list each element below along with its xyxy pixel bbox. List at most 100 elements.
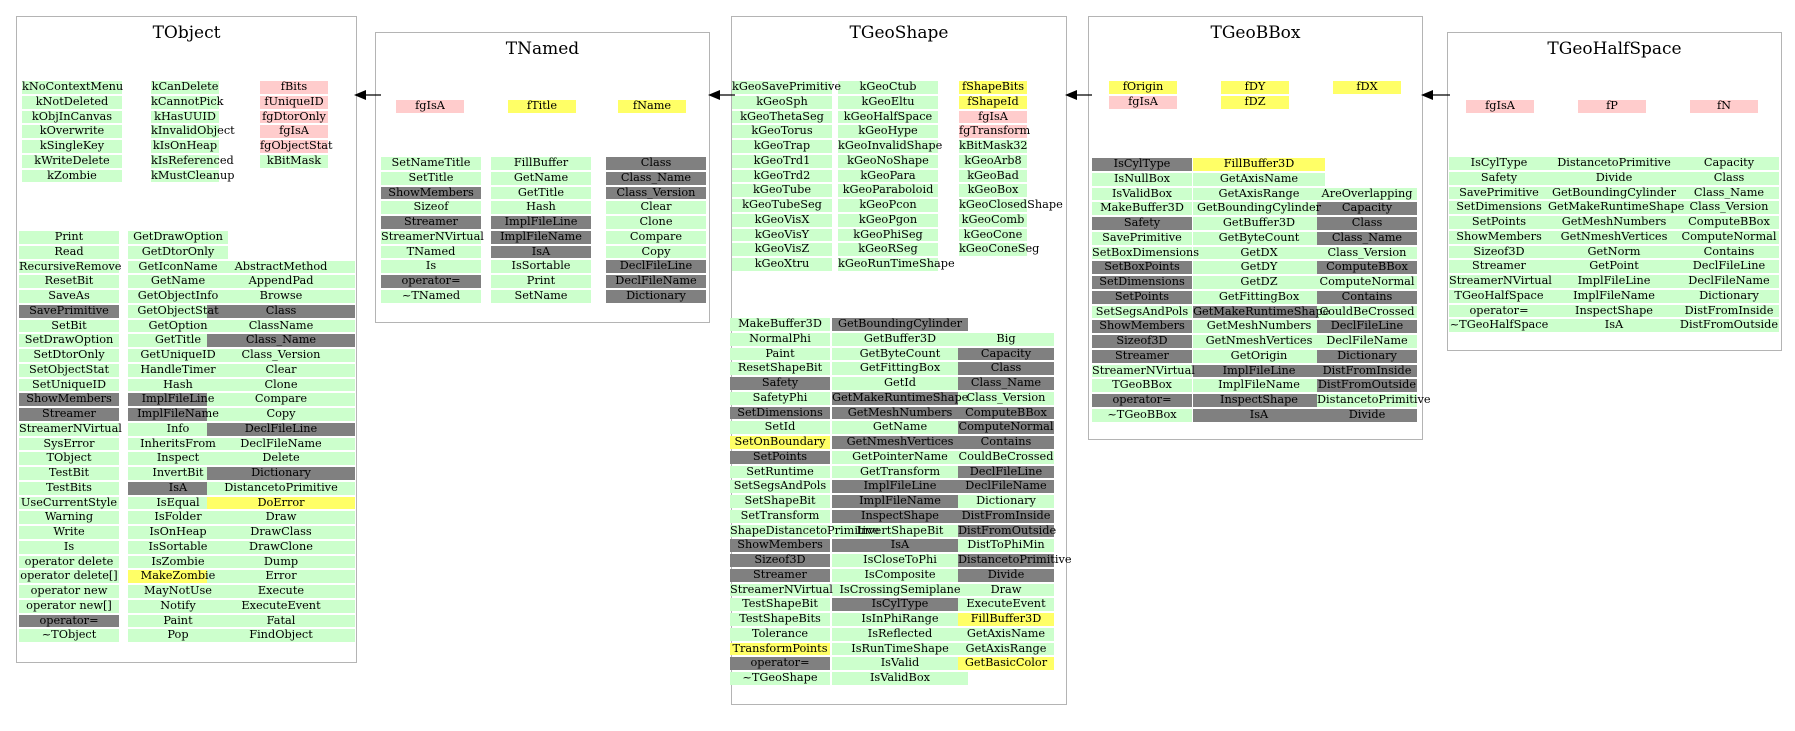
member-item: kGeoVisY — [732, 228, 832, 243]
member-column: kGeoCtub kGeoEltu kGeoHalfSpace kGeoHype kGe… — [838, 80, 955, 272]
member-item: kSingleKey — [22, 139, 122, 154]
member-background — [19, 526, 119, 539]
member-background — [606, 289, 706, 303]
member-background — [1193, 261, 1325, 274]
member-item: SetRuntime — [730, 465, 830, 480]
member-label: SavePrimitive — [29, 303, 109, 317]
member-label: ImplFileName — [1218, 378, 1300, 392]
class-title: TGeoShape — [849, 23, 949, 43]
member-label: kGeoThetaSeg — [740, 109, 824, 123]
member-background — [606, 230, 706, 244]
member-background — [958, 347, 1054, 361]
member-background — [732, 213, 832, 227]
member-item: IsCrossingSemiplane — [832, 583, 968, 598]
member-background — [732, 140, 832, 153]
member-column: fDX — [1333, 80, 1401, 95]
member-item: IsEqual — [128, 496, 228, 511]
member-background — [1193, 158, 1325, 171]
member-label: fDZ — [1244, 94, 1266, 108]
member-background — [381, 201, 481, 214]
member-background — [128, 408, 228, 421]
member-item: kMustCleanup — [151, 169, 235, 184]
member-background — [732, 228, 832, 242]
member-item: GetFittingBox — [832, 361, 968, 376]
member-background — [958, 583, 1054, 597]
member-item: InheritsFrom — [128, 437, 228, 452]
member-label: Clear — [265, 362, 297, 376]
member-item: Sizeof3D — [1449, 245, 1549, 260]
member-label: kGeoSph — [756, 94, 808, 108]
member-background — [606, 186, 706, 200]
member-item: SetObjectStat — [19, 363, 119, 378]
member-label: Is — [425, 259, 437, 273]
member-item: Execute — [207, 584, 355, 599]
member-label: CouldBeCrossed — [958, 449, 1054, 463]
member-item: ImplFileName — [1193, 378, 1325, 393]
member-background — [832, 332, 968, 346]
member-item: Compare — [207, 392, 355, 407]
member-background — [1092, 394, 1192, 407]
member-label: fName — [632, 99, 672, 112]
member-background — [838, 243, 938, 256]
member-label: kGeoInvalidShape — [838, 139, 943, 152]
member-label: GetMeshNumbers — [1561, 215, 1667, 228]
member-item: ShowMembers — [381, 186, 481, 201]
member-label: Clear — [640, 200, 672, 214]
member-item: kNoContextMenu — [22, 80, 123, 95]
member-background — [732, 169, 832, 183]
member-item: DrawClass — [207, 525, 355, 540]
member-label: Streamer — [1472, 259, 1526, 273]
member-item: IsZombie — [128, 555, 228, 570]
member-item: kGeoVisX — [732, 213, 832, 228]
member-background — [128, 555, 228, 569]
member-item: IsNullBox — [1092, 172, 1192, 187]
member-label: GetMakeRuntimeShape — [832, 390, 969, 404]
member-item: ShowMembers — [730, 538, 830, 553]
member-label: Streamer — [1115, 348, 1169, 362]
member-background — [1449, 216, 1549, 229]
member-item: ~TObject — [19, 628, 119, 643]
member-background — [1193, 172, 1325, 186]
member-item: Class_Name — [606, 171, 706, 186]
member-item: DistFromOutside — [1679, 318, 1779, 333]
inheritance-arrow-tnamed-tobject — [354, 90, 381, 100]
member-item: GetAxisRange — [1193, 187, 1325, 202]
member-background — [19, 496, 119, 510]
member-background — [1193, 408, 1325, 422]
member-column: Capacity Class Class_Name Class_Version Comp… — [1679, 156, 1779, 333]
member-item: kBitMask32 — [959, 139, 1028, 154]
member-background — [1578, 100, 1646, 113]
member-label: NormalPhi — [749, 331, 811, 345]
member-item: SetDimensions — [1092, 275, 1192, 290]
member-item: GetId — [832, 376, 968, 391]
member-background — [1449, 319, 1549, 332]
member-item: Safety — [730, 376, 830, 391]
member-label: IsA — [1604, 318, 1624, 332]
member-item: kGeoEltu — [838, 95, 938, 110]
member-background — [730, 480, 830, 493]
member-background — [832, 465, 968, 479]
member-background — [128, 275, 228, 288]
member-background — [491, 245, 591, 259]
member-background — [959, 213, 1027, 227]
member-item: IsCylType — [1092, 157, 1192, 172]
member-background — [1449, 230, 1549, 244]
member-item: GetDrawOption — [128, 230, 228, 245]
member-label: Write — [53, 525, 85, 538]
member-background — [1679, 245, 1779, 259]
member-background — [207, 555, 355, 569]
member-item: kOverwrite — [22, 124, 122, 139]
member-item: kGeoConeSeg — [959, 242, 1039, 257]
member-label: Streamer — [753, 567, 807, 581]
member-background — [832, 627, 968, 641]
member-background — [491, 157, 591, 170]
member-background — [832, 480, 968, 493]
member-label: FindObject — [249, 628, 313, 642]
member-background — [1317, 246, 1417, 260]
member-background — [1317, 349, 1417, 363]
member-background — [1193, 349, 1325, 363]
member-item: Print — [491, 274, 591, 289]
member-background — [1193, 217, 1325, 230]
member-background — [207, 511, 355, 524]
member-item: IsA — [491, 245, 591, 260]
